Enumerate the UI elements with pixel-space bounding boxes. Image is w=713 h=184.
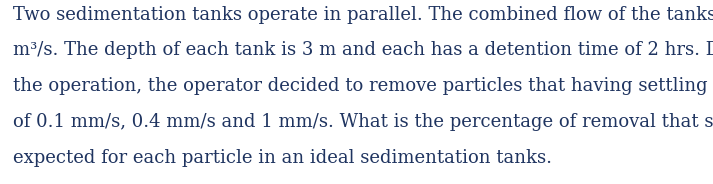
Text: Two sedimentation tanks operate in parallel. The combined flow of the tanks is 0: Two sedimentation tanks operate in paral… <box>13 6 713 24</box>
Text: of 0.1 mm/s, 0.4 mm/s and 1 mm/s. What is the percentage of removal that should : of 0.1 mm/s, 0.4 mm/s and 1 mm/s. What i… <box>13 113 713 131</box>
Text: expected for each particle in an ideal sedimentation tanks.: expected for each particle in an ideal s… <box>13 149 552 167</box>
Text: m³/s. The depth of each tank is 3 m and each has a detention time of 2 hrs. Duri: m³/s. The depth of each tank is 3 m and … <box>13 41 713 59</box>
Text: the operation, the operator decided to remove particles that having settling vel: the operation, the operator decided to r… <box>13 77 713 95</box>
